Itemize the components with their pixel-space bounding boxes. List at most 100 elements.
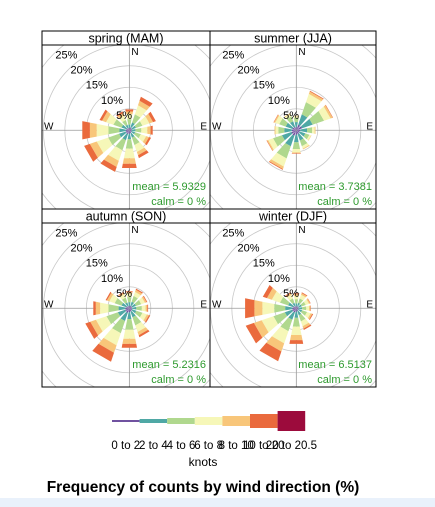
petal-segment xyxy=(279,296,290,306)
petal-segment xyxy=(295,308,297,312)
petal-segment xyxy=(125,319,134,330)
petal-segment xyxy=(121,297,128,304)
petal-segment xyxy=(135,128,142,133)
petal-segment xyxy=(123,329,136,339)
petal-segment xyxy=(273,114,280,123)
petal-segment xyxy=(125,307,129,310)
legend-swatch xyxy=(222,416,250,426)
petal-segment xyxy=(294,122,298,128)
petal-segment xyxy=(102,111,111,123)
petal-segment xyxy=(292,149,301,153)
petal-segment xyxy=(125,111,133,115)
petal-segment xyxy=(303,324,312,330)
petal-segment xyxy=(122,120,128,126)
petal-segment xyxy=(126,306,129,309)
petal-segment xyxy=(129,128,132,131)
petal-segment xyxy=(286,116,294,123)
petal-segment xyxy=(294,126,297,130)
radial-tick-label: 10% xyxy=(101,95,123,107)
petal-segment xyxy=(274,304,286,313)
petal-segment xyxy=(129,308,132,311)
petal-segment xyxy=(118,306,126,311)
petal-segment xyxy=(121,124,127,130)
petal-segment xyxy=(292,302,296,307)
petal-segment xyxy=(126,291,133,293)
petal-segment xyxy=(125,139,133,149)
petal-segment xyxy=(295,303,298,307)
petal-segment xyxy=(285,293,292,298)
petal-segment xyxy=(128,130,130,134)
petal-segment xyxy=(128,124,131,128)
petal-segment xyxy=(273,312,288,325)
petal-segment xyxy=(128,302,131,306)
petal-segment xyxy=(291,153,301,154)
petal-segment xyxy=(145,304,148,312)
petal-segment xyxy=(131,303,136,308)
petal-segment xyxy=(296,130,299,135)
petal-segment xyxy=(294,134,299,143)
petal-segment xyxy=(89,122,97,138)
compass-w: W xyxy=(44,299,54,310)
petal-segment xyxy=(293,306,296,309)
petal-segment xyxy=(82,121,90,140)
bottom-band xyxy=(0,498,435,507)
petal-segment xyxy=(96,137,113,153)
petal-segment xyxy=(126,293,133,298)
petal-segment xyxy=(126,130,130,135)
panel-title: autumn (SON) xyxy=(86,210,167,224)
petal-segment xyxy=(308,91,324,102)
petal-segment xyxy=(108,146,123,161)
petal-segment xyxy=(306,134,312,141)
petal-segment xyxy=(325,104,334,118)
petal-segment xyxy=(293,294,300,296)
petal-segment xyxy=(141,126,148,134)
petal-segment xyxy=(298,307,302,310)
mean-label: mean = 5.2316 xyxy=(132,359,206,371)
petal-segment xyxy=(275,115,283,125)
petal-segment xyxy=(130,122,135,128)
mean-label: mean = 6.5137 xyxy=(298,359,372,371)
radial-tick-label: 15% xyxy=(253,258,275,270)
petal-segment xyxy=(292,127,296,131)
petal-segment xyxy=(131,129,136,132)
petal-segment xyxy=(145,113,154,124)
petal-segment xyxy=(291,129,296,132)
radial-tick-label: 5% xyxy=(283,288,299,300)
compass-e: E xyxy=(200,299,207,310)
radial-tick-label: 30% xyxy=(207,212,229,224)
petal-segment xyxy=(292,130,297,136)
petal-segment xyxy=(127,128,130,130)
radial-tick-label: 20% xyxy=(71,242,93,254)
petal-segment xyxy=(292,307,296,310)
mean-label: mean = 5.9329 xyxy=(132,181,206,193)
petal-segment xyxy=(95,316,112,332)
radial-tick-label: 25% xyxy=(222,49,244,61)
radial-tick-label: 20% xyxy=(71,64,93,76)
petal-segment xyxy=(298,298,304,304)
petal-segment xyxy=(266,140,274,151)
petal-segment xyxy=(139,96,153,107)
calm-label: calm = 0 % xyxy=(317,196,372,208)
petal-segment xyxy=(303,299,310,305)
petal-segment xyxy=(268,138,278,150)
petal-segment xyxy=(126,114,133,120)
radial-tick-label: 15% xyxy=(86,258,108,270)
chart-title: Frequency of counts by wind direction (%… xyxy=(47,479,360,496)
petal-segment xyxy=(269,159,284,170)
panel-frame xyxy=(209,208,377,388)
petal-segment xyxy=(300,301,306,307)
compass-e: E xyxy=(200,121,207,132)
petal-segment xyxy=(132,315,142,326)
compass-e: E xyxy=(366,299,373,310)
petal-segment xyxy=(245,298,255,319)
petal-segment xyxy=(129,130,132,132)
petal-segment xyxy=(281,132,293,141)
petal-segment xyxy=(299,294,306,301)
petal-segment xyxy=(292,317,300,327)
petal-segment xyxy=(142,136,149,144)
petal-segment xyxy=(271,291,284,303)
petal-segment xyxy=(301,292,308,297)
petal-segment xyxy=(271,326,289,344)
